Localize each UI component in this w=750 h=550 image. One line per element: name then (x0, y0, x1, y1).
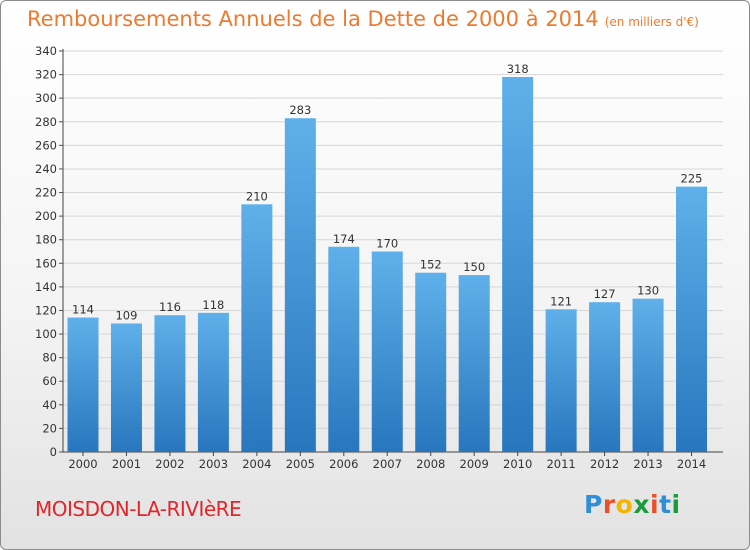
data-label-2010: 318 (507, 62, 529, 76)
logo-letter: P (584, 490, 603, 519)
logo-letter: i (650, 490, 660, 519)
data-label-2006: 174 (333, 232, 355, 246)
bar-2005 (284, 118, 316, 452)
y-tick-label: 340 (35, 44, 57, 58)
y-tick-label: 20 (42, 421, 57, 435)
x-tick-label: 2008 (416, 457, 445, 471)
bar-2012 (589, 302, 621, 452)
x-tick-label: 2007 (373, 457, 402, 471)
data-label-2012: 127 (594, 287, 616, 301)
x-tick-label: 2013 (633, 457, 662, 471)
data-label-2001: 109 (115, 308, 137, 322)
data-label-2002: 116 (159, 300, 181, 314)
bar-2008 (415, 272, 447, 452)
data-label-2008: 152 (420, 258, 442, 272)
y-tick-label: 240 (35, 162, 57, 176)
x-tick-label: 2014 (677, 457, 706, 471)
y-tick-label: 160 (35, 256, 57, 270)
y-tick-label: 200 (35, 209, 57, 223)
y-tick-label: 280 (35, 115, 57, 129)
y-tick-label: 320 (35, 68, 57, 82)
data-label-2003: 118 (202, 298, 224, 312)
logo-letter: o (615, 490, 634, 519)
y-tick-label: 140 (35, 280, 57, 294)
y-tick-label: 300 (35, 91, 57, 105)
bar-2003 (197, 312, 229, 452)
bar-2010 (502, 76, 534, 453)
y-tick-label: 40 (42, 398, 57, 412)
data-label-2009: 150 (463, 260, 485, 274)
data-label-2011: 121 (550, 294, 572, 308)
x-tick-label: 2006 (329, 457, 358, 471)
bar-2011 (545, 309, 577, 452)
commune-name: MOISDON-LA-RIVIèRE (35, 497, 242, 521)
y-tick-label: 0 (50, 445, 57, 459)
logo-letter: i (671, 490, 681, 519)
data-label-2005: 283 (289, 103, 311, 117)
bar-2004 (241, 204, 273, 452)
bar-2013 (632, 298, 664, 452)
y-tick-label: 120 (35, 303, 57, 317)
bar-2000 (67, 317, 99, 452)
x-tick-label: 2005 (286, 457, 315, 471)
data-label-2014: 225 (681, 172, 703, 186)
bar-2006 (328, 246, 360, 452)
chart-title-text: Remboursements Annuels de la Dette de 20… (27, 7, 599, 31)
logo-letter: x (633, 490, 650, 519)
logo-letter: t (659, 490, 672, 519)
bar-2002 (154, 315, 186, 452)
x-tick-label: 2012 (590, 457, 619, 471)
data-label-2013: 130 (637, 284, 659, 298)
x-tick-label: 2011 (546, 457, 575, 471)
x-tick-label: 2010 (503, 457, 532, 471)
x-tick-label: 2003 (199, 457, 228, 471)
x-tick-label: 2009 (460, 457, 489, 471)
data-label-2007: 170 (376, 237, 398, 251)
x-tick-label: 2004 (242, 457, 271, 471)
x-tick-label: 2000 (68, 457, 97, 471)
y-tick-label: 100 (35, 327, 57, 341)
bar-2009 (458, 275, 490, 452)
y-tick-label: 80 (42, 351, 57, 365)
bar-2007 (371, 251, 403, 452)
logo-letter: r (602, 490, 616, 519)
x-tick-label: 2001 (112, 457, 141, 471)
chart-unit: (en milliers d'€) (604, 15, 699, 29)
chart-title: Remboursements Annuels de la Dette de 20… (27, 7, 699, 31)
y-tick-label: 180 (35, 233, 57, 247)
bar-2001 (110, 323, 142, 452)
y-tick-label: 220 (35, 186, 57, 200)
proxiti-logo: Proxiti (584, 490, 681, 519)
data-label-2000: 114 (72, 303, 94, 317)
data-label-2004: 210 (246, 189, 268, 203)
x-tick-label: 2002 (155, 457, 184, 471)
bar-2014 (676, 186, 708, 452)
y-tick-label: 60 (42, 374, 57, 388)
y-tick-label: 260 (35, 138, 57, 152)
